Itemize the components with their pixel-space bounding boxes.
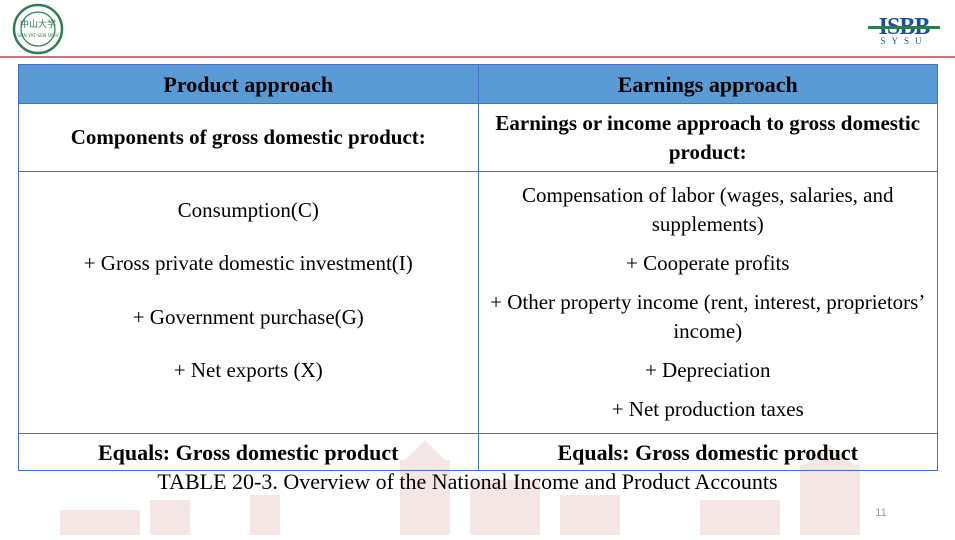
accounts-table: Product approach Earnings approach Compo… bbox=[18, 64, 938, 471]
list-item: Consumption(C) bbox=[177, 197, 319, 222]
earnings-subheader: Earnings or income approach to gross dom… bbox=[477, 103, 938, 172]
list-item: Compensation of labor (wages, salaries, … bbox=[522, 183, 894, 236]
product-total-cell: Equals: Gross domestic product bbox=[18, 433, 479, 471]
table-subheader-row: Components of gross domestic product: Ea… bbox=[18, 103, 938, 172]
page-number: 11 bbox=[875, 507, 887, 519]
list-item-spacer bbox=[25, 390, 472, 429]
list-item: + Net exports (X) bbox=[173, 358, 323, 382]
list-item: + Net production taxes bbox=[611, 397, 804, 421]
accounts-table-container: Product approach Earnings approach Compo… bbox=[18, 64, 938, 471]
svg-text:SYSU: SYSU bbox=[880, 36, 927, 46]
university-seal-logo: 中山大学 SUN YAT-SEN UNIV bbox=[12, 3, 64, 55]
product-components-cell: Consumption(C) + Gross private domestic … bbox=[18, 171, 479, 434]
earnings-components-cell: Compensation of labor (wages, salaries, … bbox=[477, 171, 938, 434]
table-header-row: Product approach Earnings approach bbox=[18, 64, 938, 104]
product-subheader: Components of gross domestic product: bbox=[18, 103, 479, 172]
list-item: + Other property income (rent, interest,… bbox=[490, 290, 926, 343]
svg-text:中山大学: 中山大学 bbox=[20, 18, 56, 30]
list-item: + Cooperate profits bbox=[626, 251, 790, 275]
campus-watermark bbox=[0, 440, 955, 535]
table-caption: TABLE 20-3. Overview of the National Inc… bbox=[157, 469, 778, 494]
svg-text:SUN YAT-SEN UNIV: SUN YAT-SEN UNIV bbox=[17, 33, 60, 39]
list-item: + Gross private domestic investment(I) bbox=[83, 251, 413, 275]
earnings-total-cell: Equals: Gross domestic product bbox=[477, 433, 938, 471]
product-approach-header: Product approach bbox=[18, 64, 479, 104]
list-item: + Depreciation bbox=[644, 358, 771, 382]
earnings-approach-header: Earnings approach bbox=[477, 64, 938, 104]
list-item: + Government purchase(G) bbox=[132, 304, 364, 329]
header-divider bbox=[0, 56, 955, 58]
isbb-logo: ISBB SYSU bbox=[866, 12, 942, 46]
table-total-row: Equals: Gross domestic product Equals: G… bbox=[18, 433, 938, 471]
table-body-row: Consumption(C) + Gross private domestic … bbox=[18, 171, 938, 434]
